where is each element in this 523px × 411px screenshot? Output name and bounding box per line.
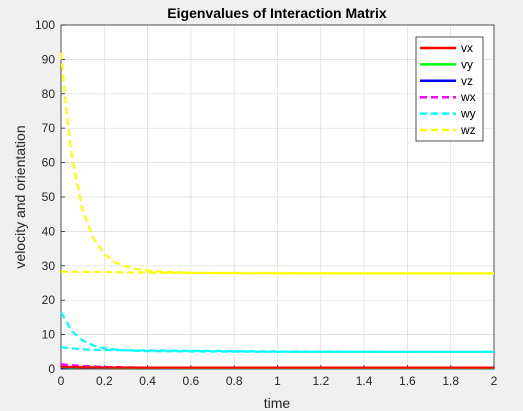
x-tick-label: 1: [274, 374, 281, 388]
x-tick-label: 0.2: [96, 374, 113, 388]
series-line-vx: [61, 367, 494, 368]
x-tick-label: 0.4: [139, 374, 156, 388]
y-tick-label: 30: [42, 259, 56, 273]
legend: vx vy vz wx wy wz: [416, 37, 483, 141]
legend-label-wx: wx: [460, 90, 476, 104]
y-tick-label: 40: [42, 224, 56, 238]
legend-label-wz: wz: [460, 123, 476, 137]
x-axis-label: time: [264, 395, 291, 411]
x-tick-label: 0.6: [183, 374, 200, 388]
y-tick-label: 20: [42, 293, 56, 307]
y-tick-label: 90: [42, 52, 56, 66]
x-tick-label: 2: [491, 374, 498, 388]
y-tick-label: 100: [35, 18, 55, 32]
y-tick-label: 0: [48, 362, 55, 376]
legend-label-vx: vx: [461, 41, 473, 55]
legend-label-wy: wy: [460, 107, 476, 121]
x-tick-label: 1.6: [399, 374, 416, 388]
y-tick-label: 80: [42, 87, 56, 101]
chart-title: Eigenvalues of Interaction Matrix: [167, 5, 387, 21]
x-tick-label: 0.8: [226, 374, 243, 388]
y-tick-label: 50: [42, 190, 56, 204]
y-tick-label: 70: [42, 121, 56, 135]
x-tick-label: 1.8: [442, 374, 459, 388]
y-tick-label: 10: [42, 328, 56, 342]
legend-label-vz: vz: [461, 74, 473, 88]
y-tick-label: 60: [42, 156, 56, 170]
y-axis-label: velocity and orientation: [12, 125, 28, 268]
legend-label-vy: vy: [461, 57, 473, 71]
x-tick-label: 1.4: [356, 374, 373, 388]
x-tick-label: 1.2: [312, 374, 329, 388]
x-tick-label: 0: [58, 374, 65, 388]
